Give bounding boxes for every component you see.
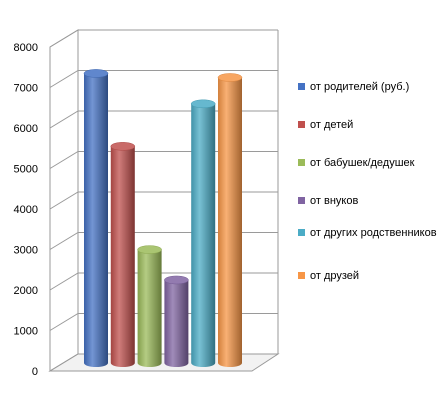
y-tick-label: 3000: [14, 245, 38, 257]
bar-body: [218, 77, 242, 367]
legend-item: от родителей (руб.): [298, 80, 444, 94]
y-tick-label: 0: [32, 366, 38, 378]
legend-swatch: [298, 272, 305, 279]
y-axis-tick-labels: 0 1000 2000 3000 4000 5000 6000 7000 8000: [14, 42, 38, 378]
bar-top: [110, 142, 136, 151]
bar-top: [164, 275, 189, 285]
bar: [217, 73, 243, 367]
y-tick-label: 1000: [14, 326, 38, 338]
y-tick-label: 4000: [14, 204, 38, 216]
legend-label: от родителей (руб.): [310, 81, 410, 93]
bar-top: [190, 99, 216, 109]
legend-swatch: [298, 159, 305, 166]
y-tick-label: 2000: [14, 285, 38, 297]
bar-top: [217, 73, 243, 82]
bar-body: [137, 249, 162, 367]
bar: [164, 275, 189, 367]
bar-body: [191, 103, 216, 368]
bar: [83, 69, 109, 368]
y-tick-label: 8000: [14, 42, 38, 54]
legend-swatch: [298, 197, 305, 204]
legend-swatch: [298, 83, 305, 90]
y-tick-label: 7000: [14, 83, 38, 95]
bar: [137, 245, 162, 367]
bar-body: [110, 146, 135, 367]
legend-label: от других родственников: [310, 227, 437, 239]
bar-top: [137, 245, 162, 254]
bar-body: [84, 73, 108, 368]
gridline: [49, 70, 278, 88]
gridline: [49, 29, 278, 48]
bar: [190, 99, 216, 368]
legend-label: от бабушек/дедушек: [310, 157, 415, 169]
legend-label: от детей: [310, 119, 354, 131]
legend-item: от внуков: [298, 194, 444, 208]
bar: [110, 142, 136, 367]
bars: [83, 69, 243, 368]
legend-swatch: [298, 229, 305, 236]
y-tick-label: 6000: [14, 123, 38, 135]
y-tick-label: 5000: [14, 164, 38, 176]
legend-swatch: [298, 121, 305, 128]
legend-label: от друзей: [310, 270, 360, 282]
legend-item: от бабушек/дедушек: [298, 156, 444, 170]
legend-item: от друзей: [298, 269, 444, 283]
legend-item: от других родственников: [298, 226, 444, 240]
bar-body: [164, 279, 189, 367]
legend-label: от внуков: [310, 195, 359, 207]
bar-top: [83, 69, 109, 78]
legend-item: от детей: [298, 118, 444, 132]
